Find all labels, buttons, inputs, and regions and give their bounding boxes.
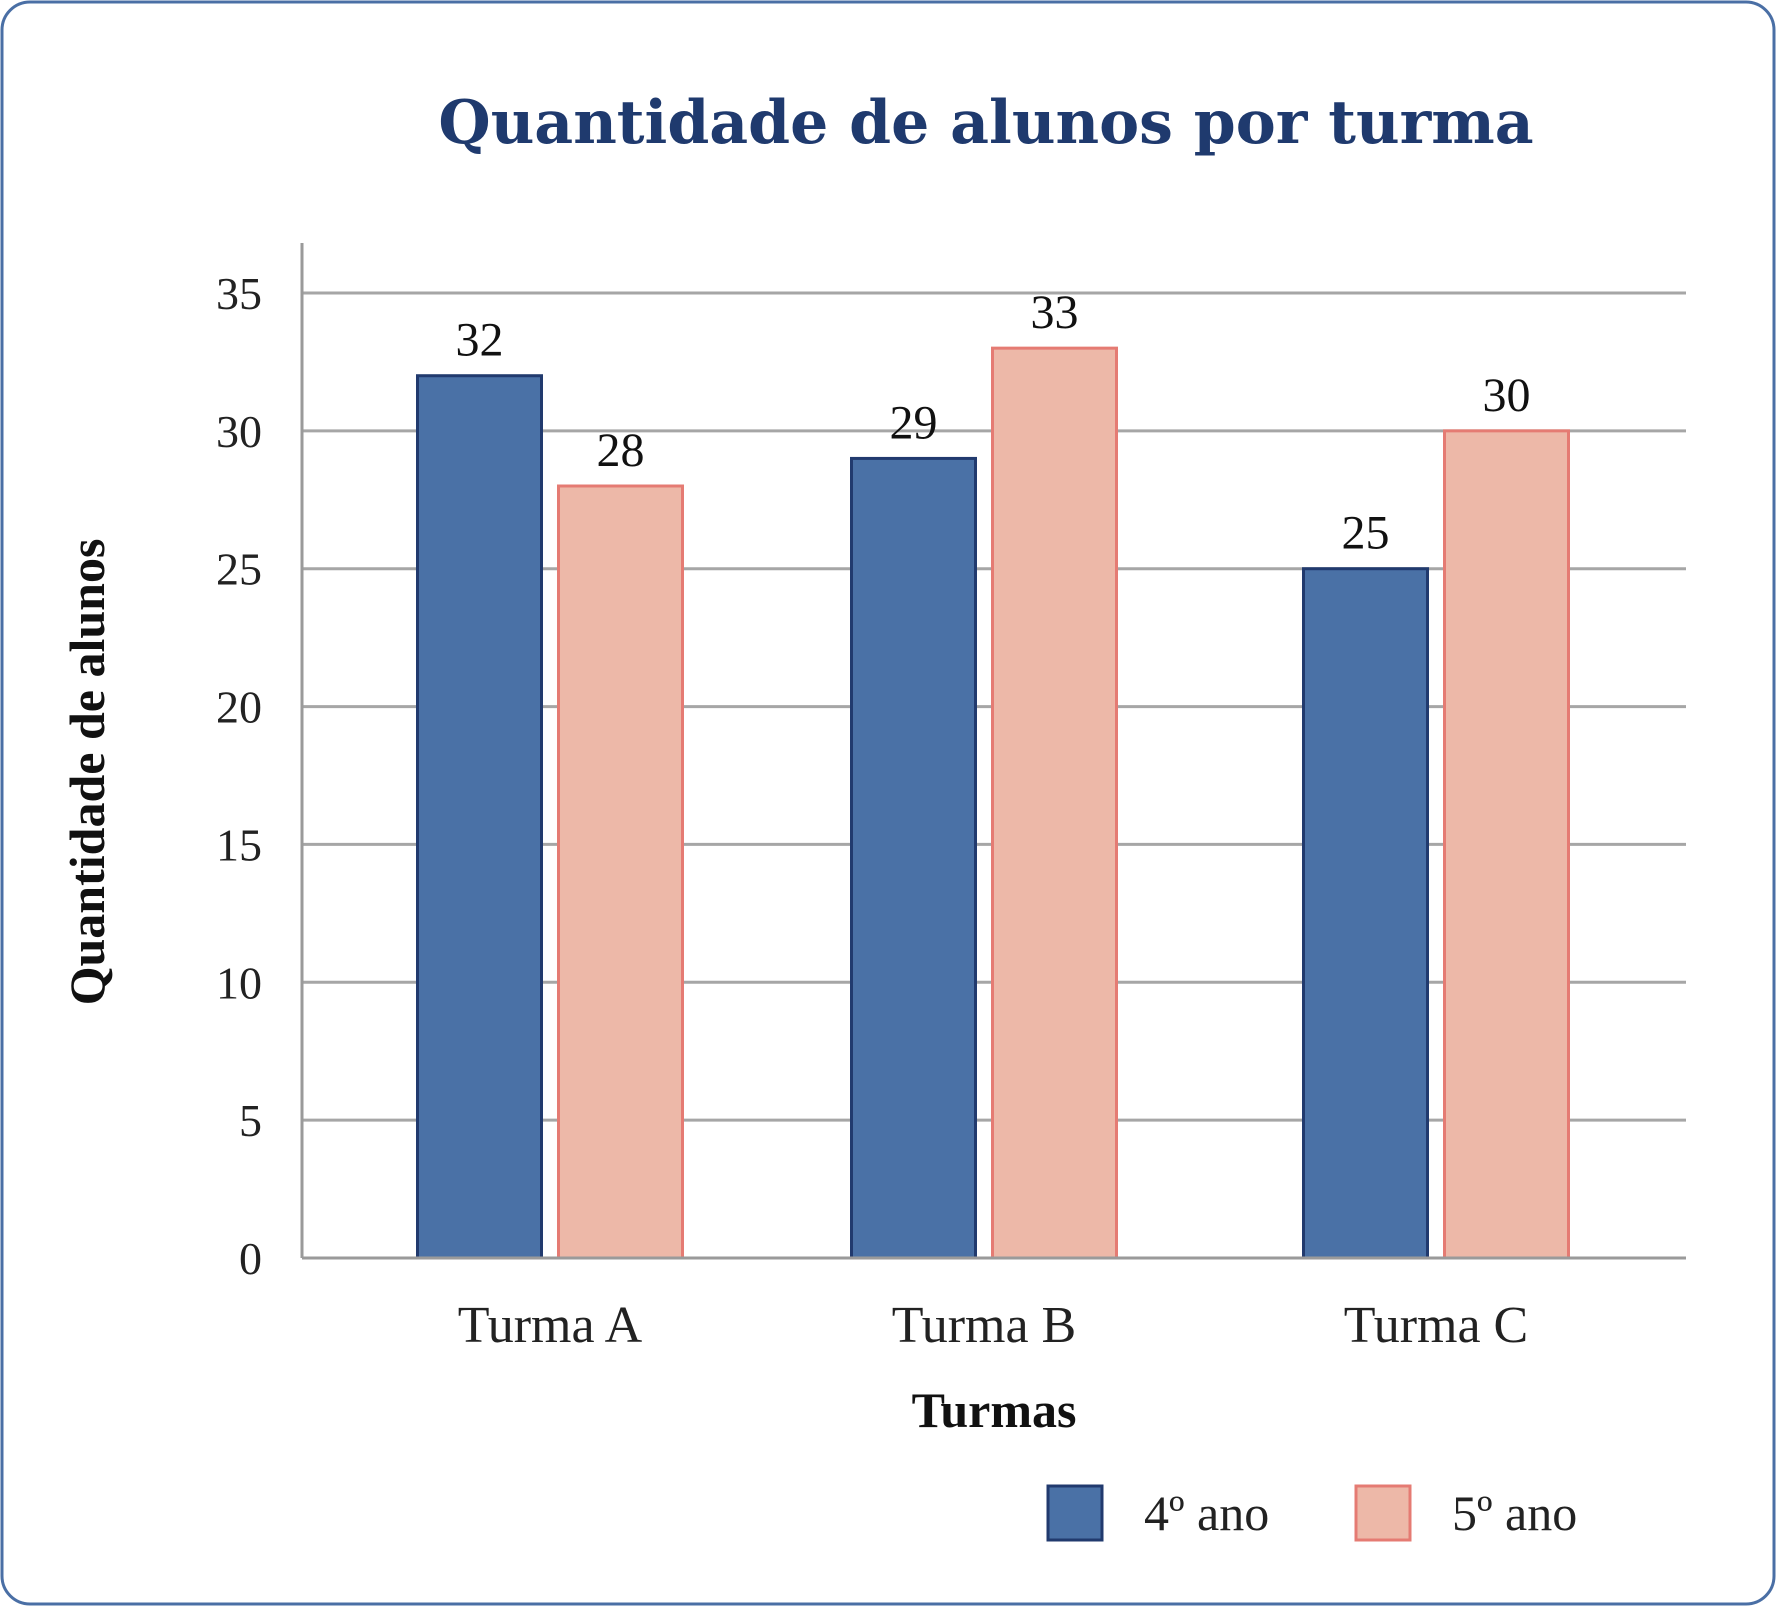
data-label: 32 xyxy=(456,314,504,367)
bar-2-3 xyxy=(1443,429,1570,1260)
y-axis-title: Quantidade de alunos xyxy=(59,539,115,1006)
data-label: 28 xyxy=(597,424,645,477)
x-category-label: Turma B xyxy=(892,1297,1076,1354)
legend-swatch xyxy=(1046,1484,1104,1542)
bars xyxy=(416,346,1570,1260)
bar-1-3 xyxy=(1302,567,1429,1260)
y-tick-label: 0 xyxy=(239,1233,262,1284)
legend-label: 4º ano xyxy=(1144,1485,1269,1541)
y-tick-label: 30 xyxy=(216,406,262,457)
y-axis-ticks: 0 5 10 15 20 25 30 35 xyxy=(216,268,262,1284)
x-axis-title: Turmas xyxy=(912,1382,1077,1438)
legend-swatch xyxy=(1354,1484,1412,1542)
x-category-label: Turma C xyxy=(1344,1297,1528,1354)
y-tick-label: 25 xyxy=(216,544,262,595)
x-category-label: Turma A xyxy=(458,1297,643,1354)
y-tick-label: 35 xyxy=(216,268,262,319)
y-tick-label: 10 xyxy=(216,957,262,1008)
legend: 4º ano 5º ano xyxy=(1046,1484,1577,1542)
data-label: 33 xyxy=(1031,286,1079,339)
data-label: 29 xyxy=(890,396,938,449)
bar-2-1 xyxy=(557,484,684,1260)
data-labels: 32 28 29 33 25 30 xyxy=(456,286,1531,560)
bar-1-1 xyxy=(416,374,543,1260)
chart-title: Quantidade de alunos por turma xyxy=(438,88,1533,158)
y-tick-label: 5 xyxy=(239,1095,262,1146)
bar-1-2 xyxy=(850,456,977,1260)
bar-2-2 xyxy=(991,346,1118,1260)
y-tick-label: 20 xyxy=(216,682,262,733)
data-label: 30 xyxy=(1483,369,1531,422)
data-label: 25 xyxy=(1342,507,1390,560)
legend-label: 5º ano xyxy=(1452,1485,1577,1541)
x-axis-categories: Turma A Turma B Turma C xyxy=(458,1297,1528,1354)
y-tick-label: 15 xyxy=(216,819,262,870)
